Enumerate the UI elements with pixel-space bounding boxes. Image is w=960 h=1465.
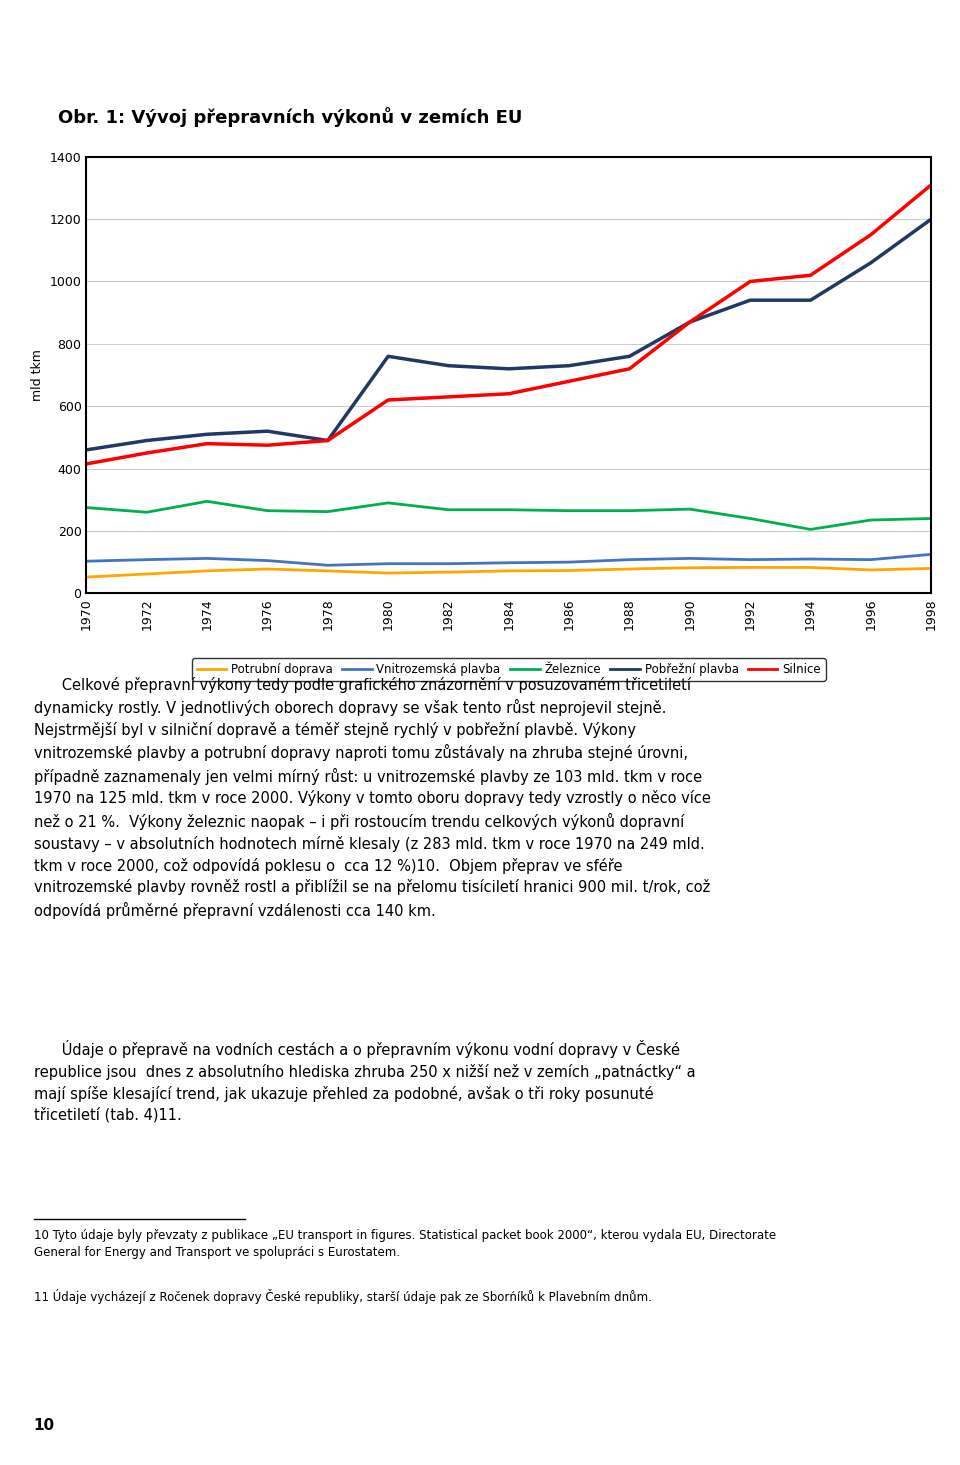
Vnitrozemská plavba [865, 551, 876, 568]
Silnice [443, 388, 454, 406]
Line: Silnice: Silnice [86, 185, 931, 464]
Silnice [262, 437, 274, 454]
Silnice [382, 391, 394, 409]
Text: Obr. 1: Vývoj přepravních výkonů v zemích EU: Obr. 1: Vývoj přepravních výkonů v zemíc… [58, 107, 522, 127]
Text: 10: 10 [34, 1418, 55, 1433]
Vnitrozemská plavba [804, 551, 816, 568]
Pobřežní plavba [564, 357, 575, 375]
Potrubní doprava [624, 560, 636, 577]
Vnitrozemská plavba [503, 554, 515, 571]
Vnitrozemská plavba [202, 549, 213, 567]
Potrubní doprava [564, 561, 575, 579]
Silnice [865, 226, 876, 243]
Silnice [202, 435, 213, 453]
Pobřežní plavba [925, 211, 937, 229]
Text: Celkové přepravní výkony tedy podle grafického znázornění v posuzovaném třicetil: Celkové přepravní výkony tedy podle graf… [34, 677, 710, 919]
Potrubní doprava [382, 564, 394, 582]
Pobřežní plavba [202, 425, 213, 442]
Pobřežní plavba [624, 347, 636, 365]
Vnitrozemská plavba [81, 552, 92, 570]
Železnice [804, 520, 816, 538]
Potrubní doprava [804, 558, 816, 576]
Vnitrozemská plavba [624, 551, 636, 568]
Železnice [322, 502, 333, 520]
Potrubní doprava [744, 558, 756, 576]
Line: Železnice: Železnice [86, 501, 931, 529]
Potrubní doprava [202, 563, 213, 580]
Železnice [865, 511, 876, 529]
Silnice [503, 385, 515, 403]
Železnice [262, 502, 274, 520]
Text: Údaje o přepravě na vodních cestách a o přepravním výkonu vodní dopravy v České
: Údaje o přepravě na vodních cestách a o … [34, 1040, 695, 1124]
Potrubní doprava [684, 560, 696, 577]
Pobřežní plavba [81, 441, 92, 459]
Pobřežní plavba [262, 422, 274, 440]
Pobřežní plavba [382, 347, 394, 365]
Silnice [141, 444, 153, 461]
Železnice [81, 498, 92, 516]
Potrubní doprava [141, 565, 153, 583]
Železnice [443, 501, 454, 519]
Silnice [925, 176, 937, 193]
Potrubní doprava [443, 564, 454, 582]
Potrubní doprava [503, 563, 515, 580]
Line: Pobřežní plavba: Pobřežní plavba [86, 220, 931, 450]
Potrubní doprava [262, 560, 274, 577]
Vnitrozemská plavba [925, 545, 937, 563]
Text: 10 Tyto údaje byly převzaty z publikace „EU transport in figures. Statistical pa: 10 Tyto údaje byly převzaty z publikace … [34, 1229, 776, 1258]
Železnice [684, 501, 696, 519]
Potrubní doprava [865, 561, 876, 579]
Silnice [684, 314, 696, 331]
Pobřežní plavba [865, 253, 876, 271]
Vnitrozemská plavba [564, 554, 575, 571]
Železnice [564, 502, 575, 520]
Železnice [744, 510, 756, 527]
Pobřežní plavba [141, 432, 153, 450]
Železnice [141, 504, 153, 522]
Pobřežní plavba [804, 292, 816, 309]
Pobřežní plavba [443, 357, 454, 375]
Železnice [624, 502, 636, 520]
Vnitrozemská plavba [382, 555, 394, 573]
Železnice [925, 510, 937, 527]
Pobřežní plavba [322, 432, 333, 450]
Vnitrozemská plavba [443, 555, 454, 573]
Pobřežní plavba [684, 314, 696, 331]
Line: Potrubní doprava: Potrubní doprava [86, 567, 931, 577]
Potrubní doprava [322, 563, 333, 580]
Železnice [503, 501, 515, 519]
Vnitrozemská plavba [141, 551, 153, 568]
Železnice [202, 492, 213, 510]
Silnice [81, 456, 92, 473]
Line: Vnitrozemská plavba: Vnitrozemská plavba [86, 554, 931, 565]
Potrubní doprava [925, 560, 937, 577]
Silnice [564, 372, 575, 390]
Text: 11 Údaje vycházejí z Ročenek dopravy České republiky, starší údaje pak ze Sborńí: 11 Údaje vycházejí z Ročenek dopravy Čes… [34, 1289, 652, 1304]
Pobřežní plavba [503, 360, 515, 378]
Vnitrozemská plavba [744, 551, 756, 568]
Vnitrozemská plavba [684, 549, 696, 567]
Vnitrozemská plavba [322, 557, 333, 574]
Legend: Potrubní doprava, Vnitrozemská plavba, Železnice, Pobřežní plavba, Silnice: Potrubní doprava, Vnitrozemská plavba, Ž… [192, 658, 826, 681]
Pobřežní plavba [744, 292, 756, 309]
Silnice [322, 432, 333, 450]
Potrubní doprava [81, 568, 92, 586]
Y-axis label: mld tkm: mld tkm [31, 349, 44, 401]
Silnice [804, 267, 816, 284]
Vnitrozemská plavba [262, 552, 274, 570]
Železnice [382, 494, 394, 511]
Silnice [744, 272, 756, 290]
Silnice [624, 360, 636, 378]
